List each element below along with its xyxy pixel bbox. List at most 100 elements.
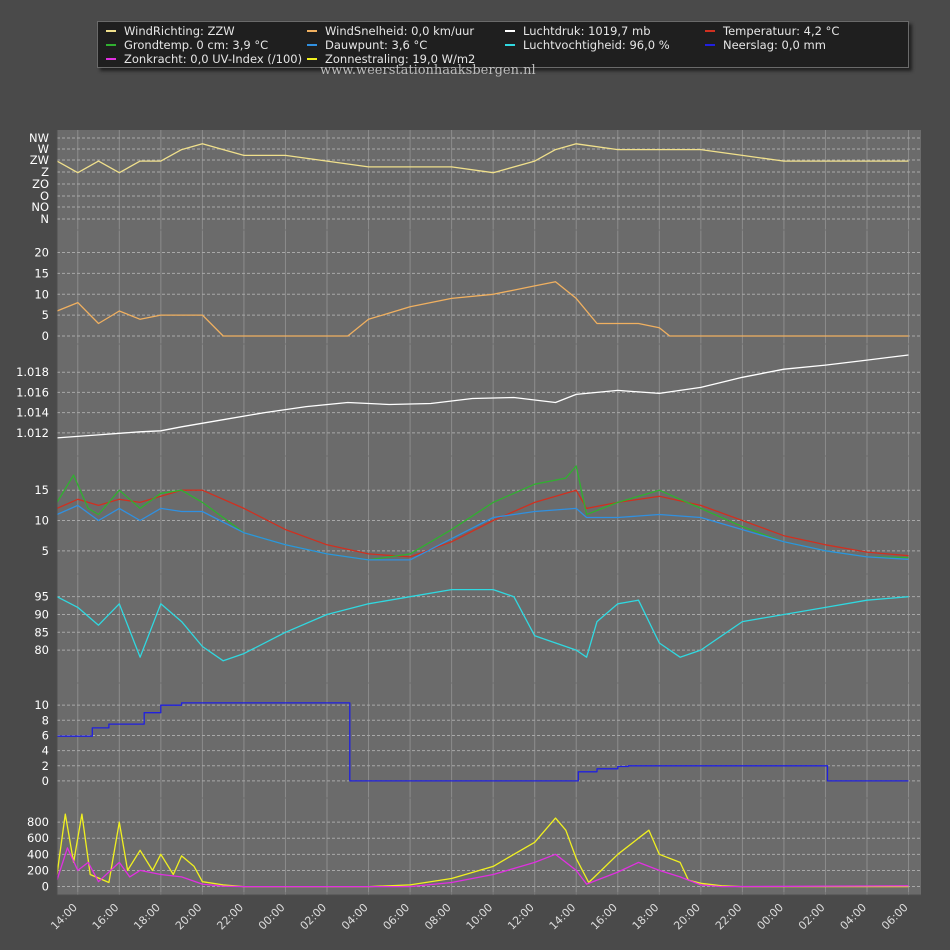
legend-item-zonnestraling: Zonnestraling: 19,0 W/m2	[307, 52, 475, 66]
y-tick-label: NO	[31, 200, 49, 214]
x-tick-label: 02:00	[298, 901, 330, 933]
y-tick-label: 15	[34, 483, 49, 497]
y-tick-label: 10	[34, 287, 49, 301]
legend-label: WindSnelheid: 0,0 km/uur	[325, 24, 475, 38]
legend-item-windsnelheid: WindSnelheid: 0,0 km/uur	[307, 24, 474, 38]
y-tick-label: N	[40, 212, 49, 226]
x-tick-label: 22:00	[713, 901, 745, 933]
legend-label: Neerslag: 0,0 mm	[723, 38, 826, 52]
legend-item-grondtemp: Grondtemp. 0 cm: 3,9 °C	[106, 38, 268, 52]
x-tick-label: 04:00	[339, 901, 371, 933]
x-tick-label: 20:00	[671, 901, 703, 933]
y-tick-label: 10	[34, 698, 49, 712]
legend-label: Zonnestraling: 19,0 W/m2	[325, 52, 476, 66]
y-tick-label: 90	[34, 607, 49, 621]
x-tick-label: 06:00	[381, 901, 413, 933]
legend-item-windrichting: WindRichting: ZZW	[106, 24, 235, 38]
legend: WindRichting: ZZW WindSnelheid: 0,0 km/u…	[97, 21, 909, 68]
x-tick-label: 20:00	[173, 901, 205, 933]
legend-swatch	[705, 43, 715, 46]
plot-area	[57, 130, 921, 895]
y-tick-label: NW	[29, 131, 49, 145]
series-line-luchtvochtigheid	[56, 588, 909, 662]
legend-item-dauwpunt: Dauwpunt: 3,6 °C	[307, 38, 427, 52]
x-tick-label: 14:00	[547, 901, 579, 933]
series-line-grondtemp-0-cm	[56, 465, 909, 561]
x-tick-label: 16:00	[90, 901, 122, 933]
series-line-windsnelheid	[56, 281, 909, 337]
y-tick-label: 5	[42, 308, 49, 322]
series-line-luchtdruk	[56, 354, 909, 439]
series-line-dauwpunt	[56, 504, 909, 561]
legend-label: Luchtdruk: 1019,7 mb	[523, 24, 651, 38]
legend-swatch	[505, 43, 515, 46]
legend-item-neerslag: Neerslag: 0,0 mm	[705, 38, 826, 52]
y-tick-label: 400	[27, 847, 49, 861]
x-tick-label: 02:00	[796, 901, 828, 933]
legend-swatch	[307, 57, 317, 60]
y-tick-label: 600	[27, 831, 49, 845]
legend-label: Temperatuur: 4,2 °C	[723, 24, 840, 38]
y-tick-label: ZO	[32, 177, 49, 191]
y-tick-label: 5	[42, 544, 49, 558]
legend-swatch	[106, 43, 116, 46]
y-tick-label: 95	[34, 590, 49, 604]
y-tick-label: ZW	[30, 153, 49, 167]
x-tick-label: 00:00	[256, 901, 288, 933]
x-tick-label: 06:00	[879, 901, 911, 933]
series-line-zonnestraling	[56, 813, 909, 888]
y-tick-label: Z	[41, 165, 49, 179]
legend-label: Dauwpunt: 3,6 °C	[325, 38, 428, 52]
series-line-neerslag	[57, 702, 909, 782]
legend-label: Grondtemp. 0 cm: 3,9 °C	[124, 38, 269, 52]
legend-label: Zonkracht: 0,0 UV-Index (/100)	[124, 52, 303, 66]
y-tick-label: 8	[42, 713, 49, 727]
y-tick-label: 200	[27, 863, 49, 877]
y-tick-label: 800	[27, 815, 49, 829]
y-tick-label: 15	[34, 266, 49, 280]
x-tick-label: 08:00	[422, 901, 454, 933]
legend-swatch	[505, 29, 515, 32]
y-tick-label: 1.014	[16, 406, 49, 420]
legend-swatch	[106, 57, 116, 60]
x-tick-label: 00:00	[754, 901, 786, 933]
y-tick-label: 6	[42, 728, 49, 742]
series-line-windrichting	[56, 143, 909, 174]
y-tick-label: 1.016	[16, 385, 49, 399]
y-tick-label: 0	[42, 329, 49, 343]
series-line-zonkracht	[56, 847, 909, 888]
watermark: www.weerstationhaaksbergen.nl	[320, 63, 536, 78]
x-tick-label: 18:00	[131, 901, 163, 933]
y-tick-label: W	[38, 142, 49, 156]
y-tick-label: 1.018	[16, 365, 49, 379]
legend-item-luchtvochtigheid: Luchtvochtigheid: 96,0 %	[505, 38, 670, 52]
legend-swatch	[307, 29, 317, 32]
y-tick-label: O	[40, 189, 49, 203]
x-tick-label: 16:00	[588, 901, 620, 933]
x-tick-label: 18:00	[630, 901, 662, 933]
y-tick-label: 1.012	[16, 426, 49, 440]
y-tick-label: 4	[42, 744, 49, 758]
y-tick-label: 10	[34, 514, 49, 528]
legend-item-zonkracht: Zonkracht: 0,0 UV-Index (/100)	[106, 52, 302, 66]
legend-label: Luchtvochtigheid: 96,0 %	[523, 38, 670, 52]
y-tick-label: 80	[34, 643, 49, 657]
y-tick-label: 0	[42, 774, 49, 788]
x-tick-label: 12:00	[505, 901, 537, 933]
legend-item-luchtdruk: Luchtdruk: 1019,7 mb	[505, 24, 651, 38]
x-tick-label: 10:00	[464, 901, 496, 933]
legend-swatch	[307, 43, 317, 46]
x-tick-label: 14:00	[48, 901, 80, 933]
x-tick-label: 22:00	[214, 901, 246, 933]
y-tick-label: 20	[34, 246, 49, 260]
x-tick-label: 04:00	[838, 901, 870, 933]
legend-swatch	[106, 29, 116, 32]
y-tick-label: 85	[34, 625, 49, 639]
y-tick-label: 0	[42, 880, 49, 894]
legend-swatch	[705, 29, 715, 32]
y-tick-label: 2	[42, 759, 49, 773]
legend-item-temperatuur: Temperatuur: 4,2 °C	[705, 24, 839, 38]
legend-label: WindRichting: ZZW	[124, 24, 235, 38]
